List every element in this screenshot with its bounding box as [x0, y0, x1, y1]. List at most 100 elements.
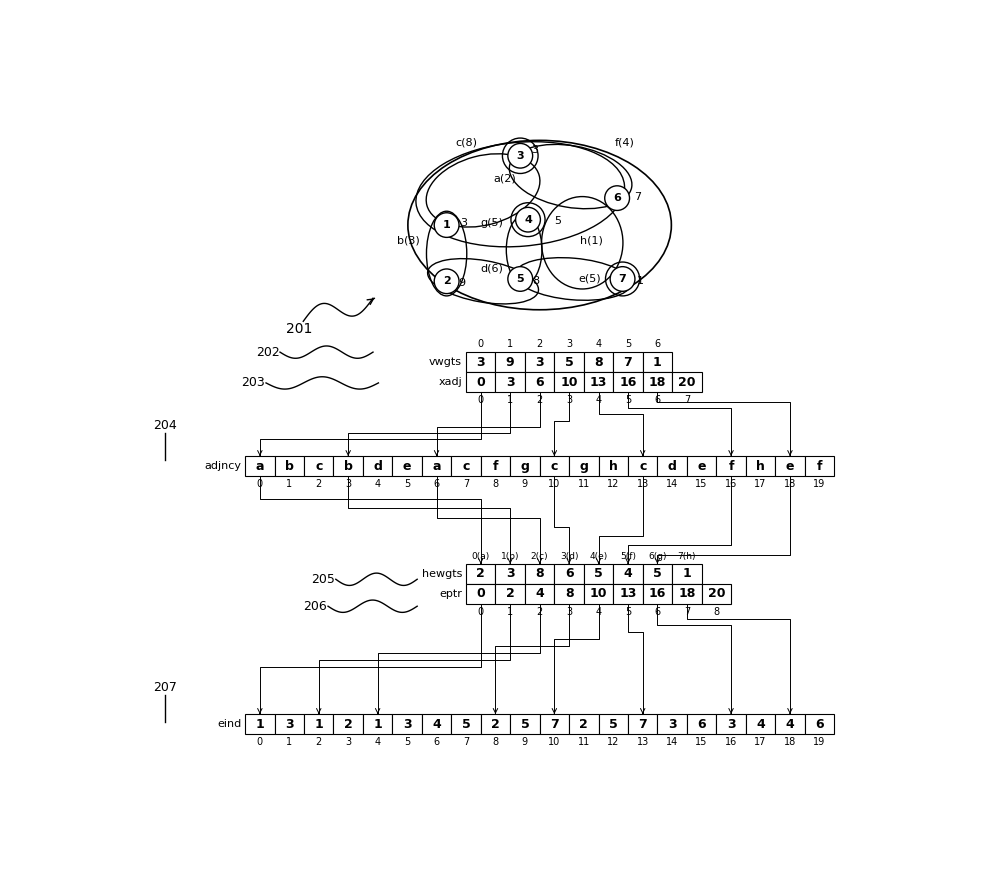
Text: 18: 18: [784, 737, 796, 747]
Text: 11: 11: [578, 737, 590, 747]
Text: 1(b): 1(b): [501, 552, 519, 561]
Text: f: f: [817, 460, 822, 472]
Bar: [392, 456, 422, 476]
Bar: [363, 714, 392, 734]
Bar: [481, 456, 510, 476]
Text: 0: 0: [257, 737, 263, 747]
Text: 5: 5: [462, 717, 470, 730]
Text: 6: 6: [654, 607, 660, 617]
Text: 2: 2: [536, 396, 543, 405]
Text: 3: 3: [285, 717, 294, 730]
Text: 18: 18: [678, 588, 696, 600]
Text: 2: 2: [476, 567, 485, 581]
Bar: [613, 584, 643, 603]
Text: 4: 4: [756, 717, 765, 730]
Text: 11: 11: [578, 479, 590, 489]
Text: 4(e): 4(e): [589, 552, 608, 561]
Text: 201: 201: [286, 322, 313, 336]
Text: 1: 1: [507, 607, 513, 617]
Text: 0: 0: [478, 396, 484, 405]
Text: 7: 7: [463, 737, 469, 747]
Bar: [657, 714, 687, 734]
Circle shape: [516, 207, 540, 232]
Bar: [746, 714, 775, 734]
Circle shape: [434, 212, 459, 237]
Text: 5: 5: [609, 717, 618, 730]
Bar: [569, 456, 599, 476]
Text: 5: 5: [594, 567, 603, 581]
Bar: [495, 352, 525, 372]
Text: 5: 5: [404, 479, 410, 489]
Text: 4: 4: [624, 567, 632, 581]
Bar: [422, 456, 451, 476]
Text: 2: 2: [316, 479, 322, 489]
Text: 0: 0: [478, 607, 484, 617]
Text: 4: 4: [375, 479, 381, 489]
Bar: [554, 584, 584, 603]
Bar: [525, 584, 554, 603]
Bar: [672, 584, 702, 603]
Text: b: b: [344, 460, 353, 472]
Text: 1: 1: [637, 277, 644, 286]
Text: a: a: [432, 460, 441, 472]
Bar: [613, 352, 643, 372]
Bar: [805, 714, 834, 734]
Bar: [304, 456, 333, 476]
Text: c: c: [462, 460, 470, 472]
Bar: [746, 456, 775, 476]
Text: 1: 1: [443, 220, 450, 230]
Text: b: b: [285, 460, 294, 472]
Bar: [687, 456, 716, 476]
Text: 5(f): 5(f): [620, 552, 636, 561]
Text: 2: 2: [536, 607, 543, 617]
Text: 10: 10: [560, 375, 578, 389]
Bar: [584, 564, 613, 584]
Text: f: f: [493, 460, 498, 472]
Text: 0: 0: [476, 588, 485, 600]
Text: 4: 4: [375, 737, 381, 747]
Text: 0: 0: [478, 339, 484, 349]
Bar: [599, 714, 628, 734]
Text: 19: 19: [813, 479, 826, 489]
Bar: [775, 456, 805, 476]
Bar: [569, 714, 599, 734]
Text: adjncy: adjncy: [204, 461, 241, 471]
Text: h: h: [609, 460, 618, 472]
Bar: [554, 352, 584, 372]
Text: 10: 10: [548, 737, 560, 747]
Text: 1: 1: [682, 567, 691, 581]
Text: c: c: [639, 460, 646, 472]
Bar: [628, 714, 657, 734]
Text: 16: 16: [725, 737, 737, 747]
Text: eind: eind: [217, 719, 241, 729]
Text: a: a: [256, 460, 264, 472]
Text: d(6): d(6): [480, 264, 503, 274]
Text: 6: 6: [565, 567, 573, 581]
Text: 4: 4: [535, 588, 544, 600]
Text: eptr: eptr: [439, 589, 462, 599]
Text: b(3): b(3): [396, 235, 419, 246]
Bar: [687, 714, 716, 734]
Circle shape: [610, 267, 635, 292]
Bar: [304, 714, 333, 734]
Text: 13: 13: [637, 479, 649, 489]
Text: 0: 0: [476, 375, 485, 389]
Text: 6(g): 6(g): [648, 552, 667, 561]
Bar: [510, 456, 540, 476]
Text: 20: 20: [678, 375, 696, 389]
Text: 14: 14: [666, 737, 678, 747]
Bar: [657, 456, 687, 476]
Text: d: d: [373, 460, 382, 472]
Text: 2: 2: [344, 717, 353, 730]
Bar: [805, 456, 834, 476]
Bar: [540, 714, 569, 734]
Bar: [643, 352, 672, 372]
Circle shape: [605, 186, 630, 211]
Text: 6: 6: [433, 737, 440, 747]
Bar: [584, 352, 613, 372]
Bar: [495, 564, 525, 584]
Text: 4: 4: [786, 717, 794, 730]
Text: 6: 6: [535, 375, 544, 389]
Text: f: f: [728, 460, 734, 472]
Text: 15: 15: [695, 479, 708, 489]
